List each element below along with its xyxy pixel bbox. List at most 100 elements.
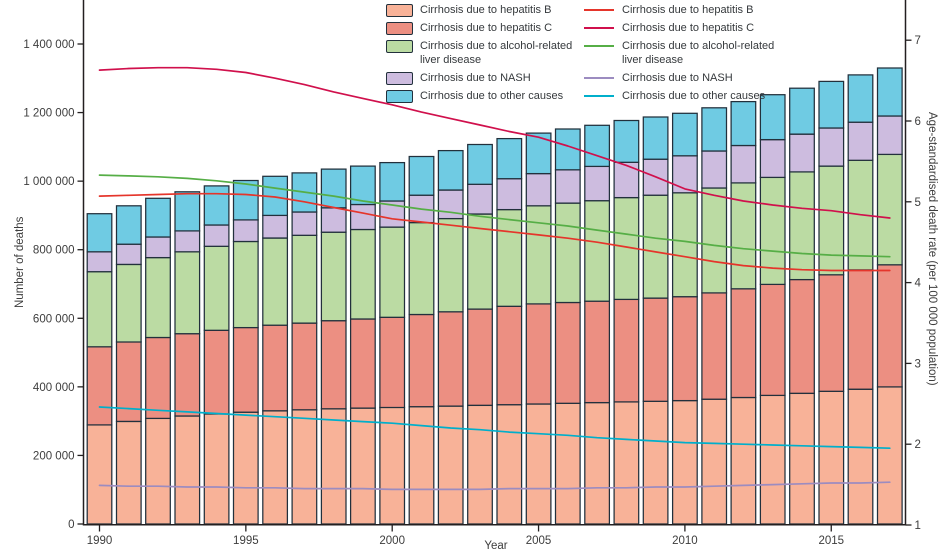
bar-segment-2003-other-causes bbox=[467, 143, 493, 185]
left-tick-label: 1 000 000 bbox=[23, 176, 74, 188]
bar-segment-2005-hepatitis-c bbox=[525, 303, 552, 405]
bar-segment-2015-nash bbox=[818, 127, 845, 167]
bar-segment-2008-other-causes bbox=[613, 119, 640, 163]
bar-segment-1992-hepatitis-c bbox=[145, 336, 171, 420]
bar-segment-2011-hepatitis-c bbox=[701, 292, 728, 400]
bar-segment-2017-hepatitis-c bbox=[876, 264, 903, 388]
bar-segment-2006-alcohol bbox=[554, 202, 581, 304]
bar-segment-2014-other-causes bbox=[789, 87, 815, 135]
legend-item-line-nash: Cirrhosis due to NASH bbox=[584, 72, 780, 86]
rate-line-hepatitis-c bbox=[98, 66, 891, 219]
legend-item-line-hepatitis-c: Cirrhosis due to hepatitis C bbox=[584, 22, 780, 36]
bar-segment-2001-hepatitis-c bbox=[408, 313, 435, 408]
legend-item-bar-other-causes: Cirrhosis due to other causes bbox=[386, 89, 578, 104]
bar-segment-1995-alcohol bbox=[232, 240, 259, 329]
bar-segment-2002-alcohol bbox=[437, 217, 464, 313]
bar-segment-1998-other-causes bbox=[320, 168, 347, 209]
bar-segment-1990-nash bbox=[86, 251, 113, 273]
bottom-tick-label: 1995 bbox=[233, 535, 259, 547]
legend-label: Cirrhosis due to alcohol-related liver d… bbox=[420, 40, 573, 66]
legend-label: Cirrhosis due to NASH bbox=[420, 71, 531, 84]
bar-segment-2006-nash bbox=[554, 169, 581, 204]
bar-segment-2010-hepatitis-b bbox=[671, 399, 698, 525]
bottom-tick-label: 2000 bbox=[379, 535, 405, 547]
legend-label: Cirrhosis due to hepatitis C bbox=[622, 22, 755, 34]
bar-segment-2009-hepatitis-c bbox=[642, 297, 669, 402]
bar-segment-2012-hepatitis-b bbox=[730, 396, 757, 525]
bar-segment-2017-nash bbox=[876, 115, 903, 156]
bar-segment-1995-hepatitis-b bbox=[232, 411, 259, 525]
bar-segment-2008-hepatitis-b bbox=[613, 401, 640, 525]
bar-segment-2015-other-causes bbox=[818, 80, 845, 129]
bar-segment-2004-hepatitis-c bbox=[496, 305, 523, 406]
legend-label: Cirrhosis due to hepatitis C bbox=[420, 22, 553, 34]
bar-segment-2007-hepatitis-c bbox=[584, 300, 611, 404]
bar-swatch-nash bbox=[386, 71, 413, 85]
bar-segment-1998-hepatitis-c bbox=[320, 320, 347, 410]
bar-segment-1990-other-causes bbox=[86, 213, 113, 253]
bar-segment-1992-alcohol bbox=[145, 256, 171, 339]
bar-segment-2005-hepatitis-b bbox=[525, 403, 552, 525]
legend-item-bar-hepatitis-b: Cirrhosis due to hepatitis B bbox=[386, 4, 578, 18]
bar-segment-2012-other-causes bbox=[730, 100, 757, 147]
bar-segment-2009-alcohol bbox=[642, 194, 669, 299]
bar-segment-2014-hepatitis-c bbox=[789, 278, 815, 394]
line-swatch-hepatitis-b bbox=[584, 9, 614, 11]
bar-segment-2006-hepatitis-c bbox=[554, 301, 581, 404]
bar-segment-2017-other-causes bbox=[876, 67, 903, 117]
line-swatch-hepatitis-c bbox=[584, 27, 614, 29]
left-tick-label: 400 000 bbox=[33, 382, 75, 394]
bar-segment-2008-nash bbox=[613, 161, 640, 199]
bar-segment-1990-hepatitis-c bbox=[86, 346, 113, 426]
bar-segment-1997-hepatitis-b bbox=[291, 409, 318, 525]
bottom-tick-label: 1990 bbox=[87, 535, 113, 547]
bar-segment-1997-hepatitis-c bbox=[291, 322, 318, 411]
bar-segment-2012-hepatitis-c bbox=[730, 288, 757, 399]
left-tick-label: 1 200 000 bbox=[23, 108, 74, 120]
bar-segment-2009-other-causes bbox=[642, 116, 669, 160]
bottom-tick-label: 2005 bbox=[526, 535, 552, 547]
rate-line-hepatitis-b bbox=[98, 192, 891, 272]
bar-segment-2014-hepatitis-b bbox=[789, 392, 815, 525]
bar-segment-2014-nash bbox=[789, 133, 815, 173]
bar-segment-1996-alcohol bbox=[262, 237, 289, 326]
bar-segment-1998-alcohol bbox=[320, 231, 347, 322]
left-tick-label: 600 000 bbox=[33, 313, 75, 325]
bar-segment-2004-nash bbox=[496, 178, 523, 211]
bar-segment-1993-alcohol bbox=[174, 251, 201, 335]
bar-segment-2001-other-causes bbox=[408, 155, 435, 196]
bar-segment-2013-hepatitis-b bbox=[759, 394, 786, 525]
legend-item-bar-hepatitis-c: Cirrhosis due to hepatitis C bbox=[386, 22, 578, 36]
bar-segment-2016-other-causes bbox=[847, 74, 874, 123]
legend-label: Cirrhosis due to hepatitis B bbox=[420, 4, 552, 16]
bar-segment-2002-hepatitis-c bbox=[437, 311, 464, 407]
bar-segment-2001-alcohol bbox=[408, 221, 435, 316]
deaths-stacked-bars bbox=[86, 67, 903, 525]
bar-segment-2000-hepatitis-c bbox=[379, 316, 406, 409]
bar-segment-1990-hepatitis-b bbox=[86, 424, 113, 525]
bar-segment-2010-alcohol bbox=[671, 192, 698, 298]
rate-line-nash bbox=[98, 481, 891, 491]
bar-segment-1999-nash bbox=[349, 203, 376, 231]
bar-segment-1995-nash bbox=[232, 219, 259, 243]
line-swatch-alcohol bbox=[584, 45, 614, 47]
bar-segment-2016-hepatitis-b bbox=[847, 388, 874, 525]
bar-segment-2010-nash bbox=[671, 155, 698, 194]
bar-segment-2010-other-causes bbox=[671, 112, 698, 157]
bar-segment-2000-other-causes bbox=[379, 161, 406, 202]
bar-segment-1992-other-causes bbox=[145, 197, 171, 238]
bar-segment-2011-hepatitis-b bbox=[701, 398, 728, 525]
bar-segment-2014-alcohol bbox=[789, 171, 815, 281]
bar-segment-1994-other-causes bbox=[203, 185, 230, 226]
bar-segment-2003-hepatitis-b bbox=[467, 404, 493, 525]
bar-segment-1993-hepatitis-b bbox=[174, 415, 201, 525]
bar-segment-1991-other-causes bbox=[115, 205, 142, 245]
bar-segment-1991-alcohol bbox=[115, 263, 142, 343]
legend-label: Cirrhosis due to hepatitis B bbox=[622, 4, 754, 16]
bar-segment-1998-hepatitis-b bbox=[320, 408, 347, 525]
bar-segment-2017-alcohol bbox=[876, 153, 903, 266]
right-tick-label: 6 bbox=[915, 116, 921, 128]
left-tick-label: 800 000 bbox=[33, 245, 75, 257]
bar-segment-2008-hepatitis-c bbox=[613, 298, 640, 403]
